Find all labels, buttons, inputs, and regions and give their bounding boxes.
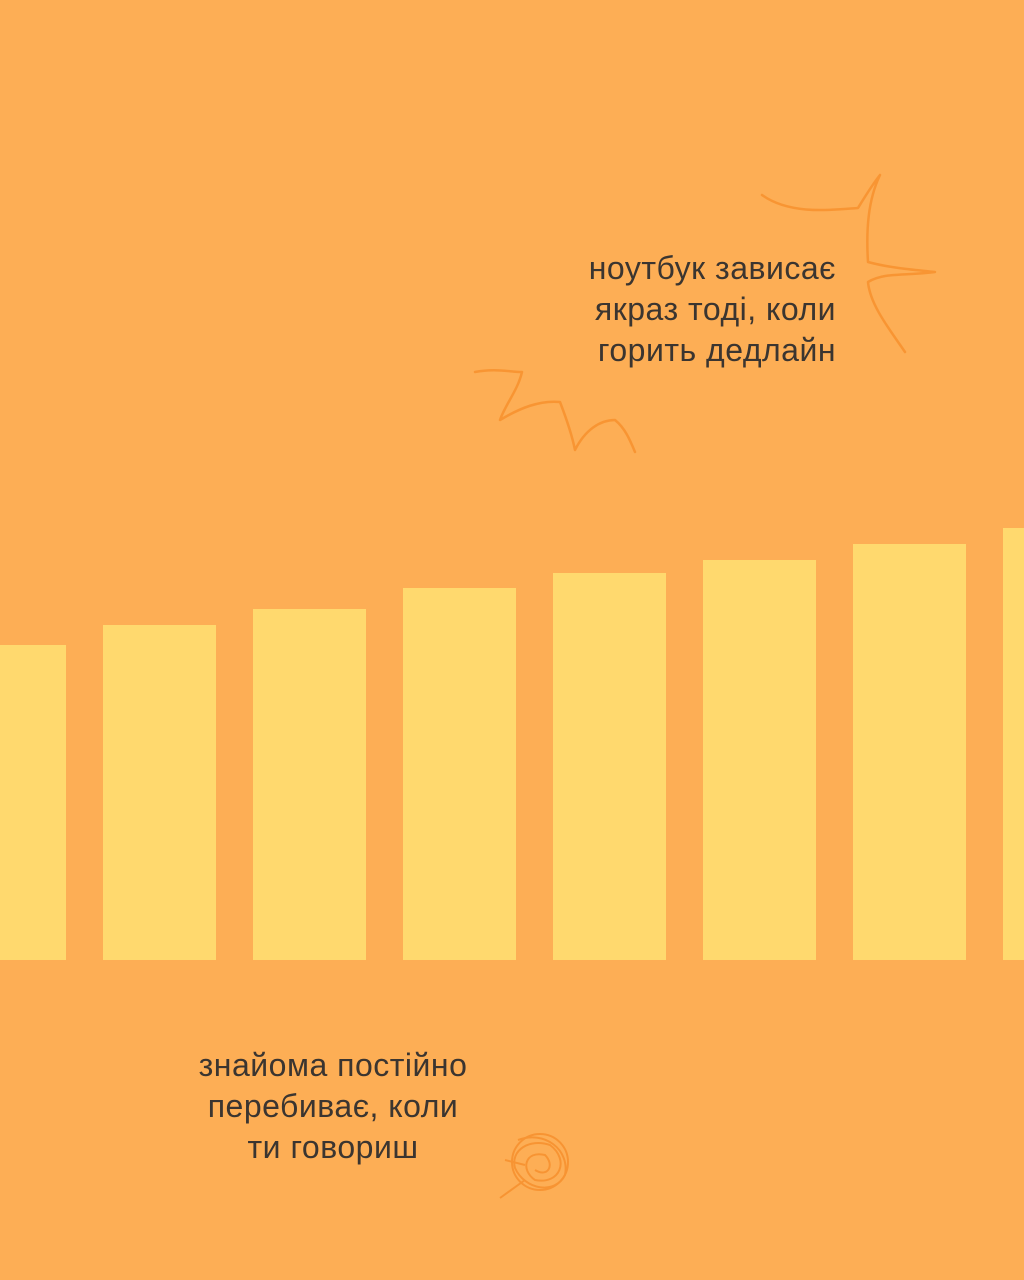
bar bbox=[403, 588, 516, 960]
bar bbox=[1003, 528, 1024, 960]
caption-top-line: горить дедлайн bbox=[597, 332, 836, 368]
caption-bottom-line: знайома постійно bbox=[198, 1047, 468, 1083]
caption-bottom-line: перебиває, коли bbox=[207, 1088, 459, 1124]
bar bbox=[0, 645, 66, 960]
bar bbox=[553, 573, 666, 960]
bar bbox=[853, 544, 966, 960]
caption-bottom-line: ти говориш bbox=[247, 1129, 419, 1165]
caption-top-line: ноутбук зависає bbox=[588, 250, 836, 286]
caption-top-line: якраз тоді, коли bbox=[594, 291, 836, 327]
bar bbox=[703, 560, 816, 960]
bar bbox=[103, 625, 216, 960]
caption-top: ноутбук зависає якраз тоді, коли горить … bbox=[589, 248, 836, 371]
bar bbox=[253, 609, 366, 960]
caption-bottom: знайома постійно перебиває, коли ти гово… bbox=[150, 1045, 516, 1168]
